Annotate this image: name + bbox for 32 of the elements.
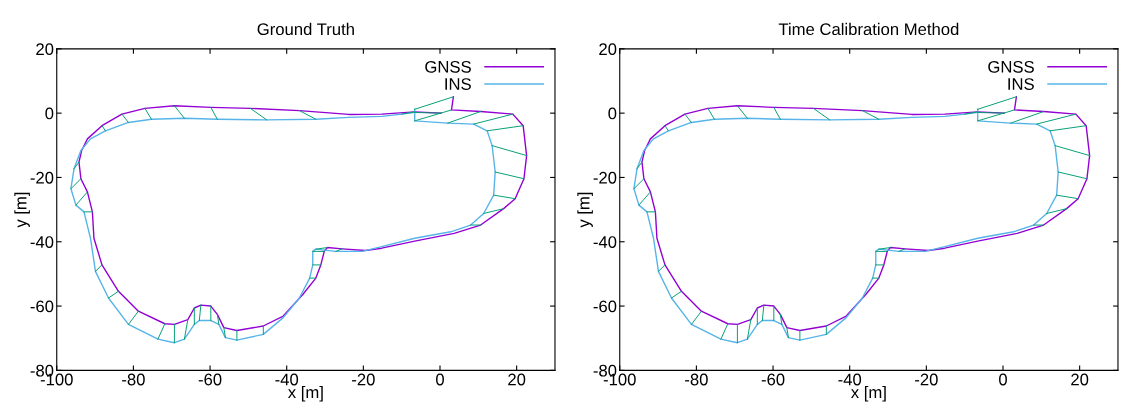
- y-tick-label: 0: [608, 107, 617, 120]
- x-tick-label: -80: [122, 373, 145, 386]
- y-tick-label: -40: [30, 236, 54, 248]
- y-tick-label: 20: [36, 43, 54, 56]
- x-tick-label: 20: [508, 373, 526, 386]
- legend-label: GNSS: [988, 60, 1034, 73]
- y-tick-label: -60: [593, 300, 617, 313]
- x-axis-title: x [m]: [288, 385, 323, 402]
- x-tick-label: 0: [436, 373, 444, 386]
- chart-title: Ground Truth: [257, 22, 354, 36]
- x-axis-title: x [m]: [851, 385, 886, 402]
- chart-title: Time Calibration Method: [778, 22, 959, 36]
- x-tick-label: -60: [198, 373, 222, 386]
- y-tick-label: -40: [593, 236, 617, 248]
- x-tick-label: -20: [352, 373, 375, 386]
- x-tick-label: -60: [761, 373, 785, 386]
- y-tick-label: 20: [599, 43, 617, 56]
- y-tick-label: -60: [30, 300, 54, 313]
- y-axis-title: y [m]: [14, 192, 30, 228]
- x-tick-label: 20: [1071, 373, 1089, 386]
- legend-label: INS: [1008, 78, 1034, 90]
- x-tick-label: -40: [838, 373, 862, 386]
- y-axis-title: y [m]: [577, 192, 593, 228]
- y-tick-label: -20: [593, 171, 617, 184]
- y-tick-label: 0: [45, 107, 54, 120]
- x-tick-label: -20: [915, 373, 938, 386]
- x-tick-label: -80: [685, 373, 708, 386]
- x-tick-label: -40: [275, 373, 299, 386]
- x-tick-label: 0: [999, 373, 1007, 386]
- legend-label: GNSS: [425, 60, 471, 73]
- legend-label: INS: [445, 78, 471, 90]
- y-tick-label: -20: [30, 171, 54, 184]
